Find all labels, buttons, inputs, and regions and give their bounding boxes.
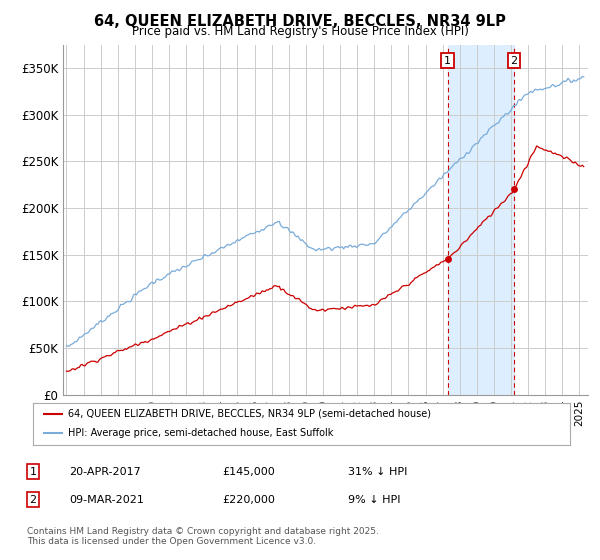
Text: 1: 1 xyxy=(29,466,37,477)
Text: 09-MAR-2021: 09-MAR-2021 xyxy=(69,494,144,505)
Text: HPI: Average price, semi-detached house, East Suffolk: HPI: Average price, semi-detached house,… xyxy=(68,428,333,438)
Text: £145,000: £145,000 xyxy=(222,466,275,477)
Text: 64, QUEEN ELIZABETH DRIVE, BECCLES, NR34 9LP: 64, QUEEN ELIZABETH DRIVE, BECCLES, NR34… xyxy=(94,14,506,29)
Text: 2: 2 xyxy=(511,55,518,66)
Text: 31% ↓ HPI: 31% ↓ HPI xyxy=(348,466,407,477)
Text: 1: 1 xyxy=(444,55,451,66)
Text: 20-APR-2017: 20-APR-2017 xyxy=(69,466,141,477)
Bar xyxy=(448,45,514,395)
Text: 64, QUEEN ELIZABETH DRIVE, BECCLES, NR34 9LP (semi-detached house): 64, QUEEN ELIZABETH DRIVE, BECCLES, NR34… xyxy=(68,409,431,419)
Text: Price paid vs. HM Land Registry's House Price Index (HPI): Price paid vs. HM Land Registry's House … xyxy=(131,25,469,38)
Text: £220,000: £220,000 xyxy=(222,494,275,505)
Text: Contains HM Land Registry data © Crown copyright and database right 2025.
This d: Contains HM Land Registry data © Crown c… xyxy=(27,526,379,546)
Text: 2: 2 xyxy=(29,494,37,505)
Text: 9% ↓ HPI: 9% ↓ HPI xyxy=(348,494,401,505)
